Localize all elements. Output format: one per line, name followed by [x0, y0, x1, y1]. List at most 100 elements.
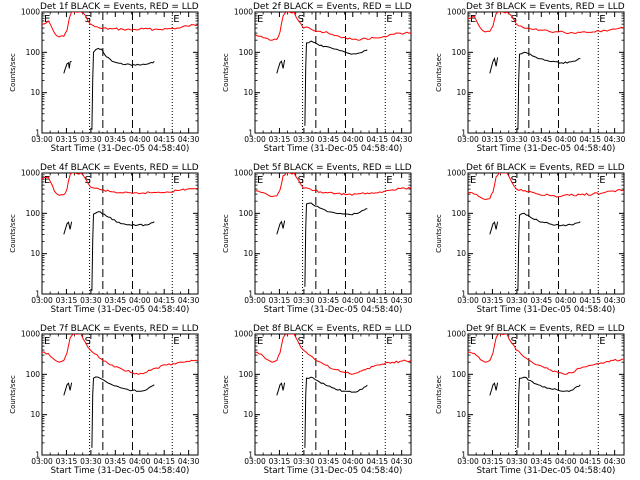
- panel-1: Det 1f BLACK = Events, RED = LLD 1 10 100 10…: [9, 2, 200, 154]
- panel-title: Det 6f BLACK = Events, RED = LLD: [466, 163, 625, 173]
- y-tick-label: 100: [239, 209, 254, 218]
- x-tick-label: 03:00: [457, 457, 479, 466]
- lld-series-line: [468, 173, 624, 201]
- events-series-line: [489, 212, 581, 291]
- y-tick-label: 10: [243, 410, 253, 419]
- e-marker: E: [386, 336, 392, 347]
- x-axis-label: Start Time (31-Dec-05 04:58:40): [477, 466, 616, 476]
- x-tick-label: 03:45: [318, 457, 340, 466]
- x-tick-label: 04:30: [604, 457, 626, 466]
- e-marker: E: [599, 14, 605, 25]
- events-series-line: [63, 211, 155, 291]
- x-tick-label: 03:45: [531, 135, 553, 144]
- x-tick-label: 04:30: [604, 296, 626, 305]
- x-tick-label: 04:00: [129, 457, 151, 466]
- plot-frame: [254, 11, 412, 134]
- x-tick-label: 04:00: [129, 135, 151, 144]
- y-tick-label: 1000: [21, 169, 40, 178]
- y-tick-label: 10: [243, 88, 253, 97]
- x-axis-label: Start Time (31-Dec-05 04:58:40): [264, 305, 403, 315]
- x-tick-label: 03:30: [293, 296, 315, 305]
- events-series-line: [276, 376, 368, 448]
- y-tick-label: 100: [239, 48, 254, 57]
- x-axis-label: Start Time (31-Dec-05 04:58:40): [51, 144, 190, 154]
- y-tick-label: 100: [26, 370, 41, 379]
- x-tick-label: 03:30: [506, 135, 528, 144]
- panel-4: Det 4f BLACK = Events, RED = LLD 1 10 100 10…: [9, 163, 200, 315]
- x-tick-label: 04:15: [153, 457, 175, 466]
- y-axis-label: Counts/sec: [435, 375, 443, 414]
- panel-7: Det 7f BLACK = Events, RED = LLD 1 10 100 10…: [9, 324, 200, 476]
- x-tick-label: 04:30: [178, 457, 200, 466]
- y-axis-label: Counts/sec: [435, 53, 443, 92]
- e-marker: E: [599, 336, 605, 347]
- x-axis-label: Start Time (31-Dec-05 04:58:40): [264, 466, 403, 476]
- y-tick-label: 100: [26, 48, 41, 57]
- e-marker: E: [44, 14, 50, 25]
- x-tick-label: 04:15: [153, 135, 175, 144]
- y-tick-label: 1: [461, 290, 466, 299]
- s-marker: S: [85, 175, 91, 186]
- plot-frame: [467, 172, 625, 295]
- panel-title: Det 2f BLACK = Events, RED = LLD: [253, 2, 412, 12]
- y-tick-label: 10: [30, 410, 40, 419]
- x-tick-label: 04:00: [342, 135, 364, 144]
- x-tick-label: 04:30: [391, 457, 413, 466]
- x-tick-label: 04:15: [579, 135, 601, 144]
- x-tick-label: 03:00: [457, 135, 479, 144]
- e-marker: E: [44, 336, 50, 347]
- x-tick-label: 03:30: [506, 296, 528, 305]
- y-axis-label: Counts/sec: [222, 214, 230, 253]
- y-axis-label: Counts/sec: [9, 214, 17, 253]
- y-axis-label: Counts/sec: [9, 375, 17, 414]
- x-tick-label: 03:00: [244, 296, 266, 305]
- panel-title: Det 3f BLACK = Events, RED = LLD: [466, 2, 625, 12]
- panel-2: Det 2f BLACK = Events, RED = LLD 1 10 100 10…: [222, 2, 413, 154]
- x-tick-label: 03:30: [80, 457, 102, 466]
- plot-frame: [467, 333, 625, 456]
- panel-title: Det 5f BLACK = Events, RED = LLD: [253, 163, 412, 173]
- lld-series-line: [255, 173, 411, 198]
- x-tick-label: 03:30: [80, 296, 102, 305]
- y-tick-label: 1000: [447, 330, 466, 339]
- x-tick-label: 03:00: [244, 135, 266, 144]
- y-tick-label: 10: [456, 410, 466, 419]
- events-series-line: [489, 376, 581, 448]
- lld-series-line: [468, 12, 624, 35]
- y-tick-label: 1000: [234, 169, 253, 178]
- y-axis-label: Counts/sec: [222, 53, 230, 92]
- lld-series-line: [255, 334, 411, 375]
- x-tick-label: 03:45: [318, 296, 340, 305]
- events-series-line: [276, 40, 368, 126]
- s-marker: S: [298, 175, 304, 186]
- lld-series-line: [255, 12, 411, 41]
- plot-frame: [467, 11, 625, 134]
- y-tick-label: 10: [456, 249, 466, 258]
- x-tick-label: 04:30: [178, 135, 200, 144]
- panel-title: Det 9f BLACK = Events, RED = LLD: [466, 324, 625, 334]
- y-tick-label: 1: [35, 129, 40, 138]
- x-tick-label: 03:15: [482, 135, 504, 144]
- x-tick-label: 04:30: [604, 135, 626, 144]
- y-axis-label: Counts/sec: [435, 214, 443, 253]
- plot-frame: [254, 333, 412, 456]
- y-tick-label: 100: [26, 209, 41, 218]
- lld-series-line: [468, 334, 624, 375]
- e-marker: E: [257, 175, 263, 186]
- x-tick-label: 04:15: [366, 135, 388, 144]
- e-marker: E: [257, 336, 263, 347]
- plot-frame: [41, 333, 199, 456]
- y-tick-label: 1: [248, 129, 253, 138]
- events-series-line: [63, 47, 155, 130]
- e-marker: E: [470, 175, 476, 186]
- y-tick-label: 1000: [21, 330, 40, 339]
- y-tick-label: 10: [243, 249, 253, 258]
- x-tick-label: 03:15: [56, 296, 78, 305]
- s-marker: S: [298, 14, 304, 25]
- y-tick-label: 1: [461, 129, 466, 138]
- y-tick-label: 100: [452, 370, 467, 379]
- y-tick-label: 100: [239, 370, 254, 379]
- plot-frame: [254, 172, 412, 295]
- e-marker: E: [173, 336, 179, 347]
